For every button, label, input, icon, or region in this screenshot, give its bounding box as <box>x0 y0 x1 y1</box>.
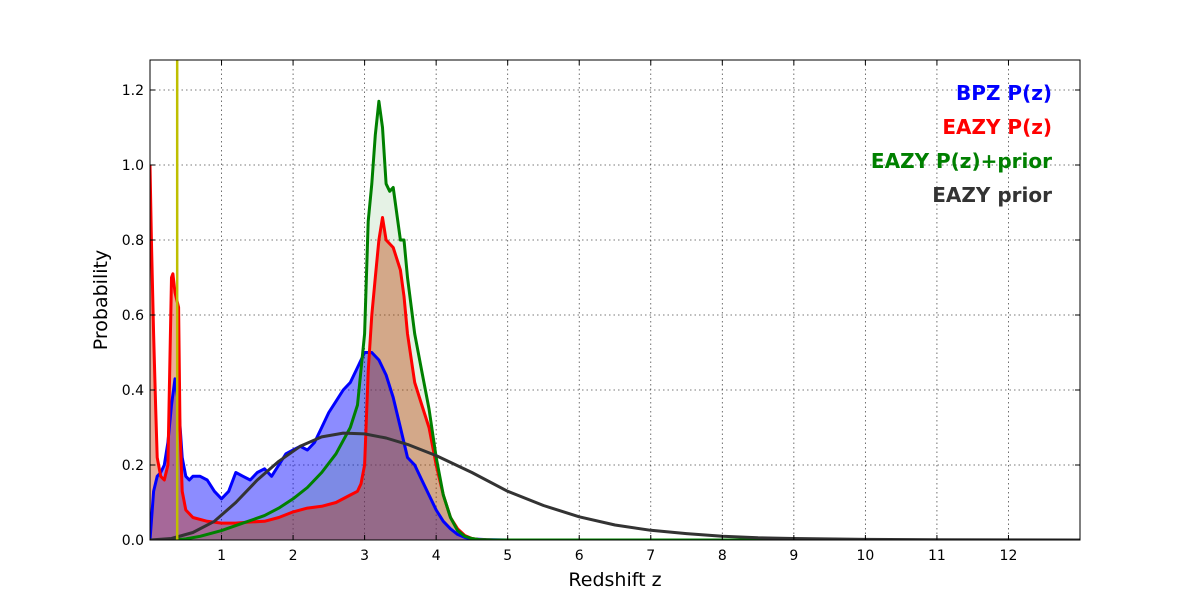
x-tick-label-0: 1 <box>217 548 226 564</box>
x-tick-label-1: 2 <box>289 548 298 564</box>
legend-entry-eazy: EAZY P(z) <box>942 115 1052 139</box>
series-line-eazy-prior <box>150 431 1080 540</box>
y-tick-label-6: 1.2 <box>122 83 144 99</box>
y-tick-label-3: 0.6 <box>122 308 144 324</box>
x-axis-label: Redshift z <box>568 569 661 591</box>
series-line-eazy-p-z-prior <box>150 99 1080 540</box>
y-tick-label-1: 0.2 <box>122 458 144 474</box>
series-fill-eazy-p-z <box>150 165 508 540</box>
x-tick-label-11: 12 <box>1000 548 1018 564</box>
x-tick-label-6: 7 <box>646 548 655 564</box>
x-tick-label-9: 10 <box>856 548 874 564</box>
series-fill-bpz-p-z <box>150 352 508 540</box>
plot-frame <box>149 59 1081 541</box>
y-tick-label-0: 0.0 <box>122 533 144 549</box>
series-lines <box>150 99 1080 540</box>
y-axis-ticks: 0.0 0.2 0.4 0.6 0.8 1.0 1.2 <box>122 83 1080 549</box>
y-tick-label-2: 0.4 <box>122 383 144 399</box>
x-tick-label-8: 9 <box>789 548 798 564</box>
x-tick-label-3: 4 <box>432 548 441 564</box>
legend-entry-bpz: BPZ P(z) <box>956 81 1052 105</box>
x-tick-label-7: 8 <box>718 548 727 564</box>
legend-entry-eazy-prior: EAZY prior <box>932 183 1052 207</box>
x-tick-label-2: 3 <box>360 548 369 564</box>
x-axis-ticks: 1 2 3 4 5 6 7 8 9 10 11 12 <box>217 60 1017 564</box>
x-tick-label-10: 11 <box>928 548 946 564</box>
series-fill-eazy-p-z-prior <box>150 101 1080 540</box>
series-fills <box>150 101 1080 540</box>
y-tick-label-5: 1.0 <box>122 158 144 174</box>
y-tick-label-4: 0.8 <box>122 233 144 249</box>
y-axis-label: Probability <box>90 250 112 350</box>
legend-entry-eazy-prior-combined: EAZY P(z)+prior <box>871 149 1052 173</box>
x-tick-label-5: 6 <box>575 548 584 564</box>
series-line-eazy-p-z <box>150 164 508 540</box>
legend: BPZ P(z) EAZY P(z) EAZY P(z)+prior EAZY … <box>871 81 1052 207</box>
x-tick-label-4: 5 <box>503 548 512 564</box>
